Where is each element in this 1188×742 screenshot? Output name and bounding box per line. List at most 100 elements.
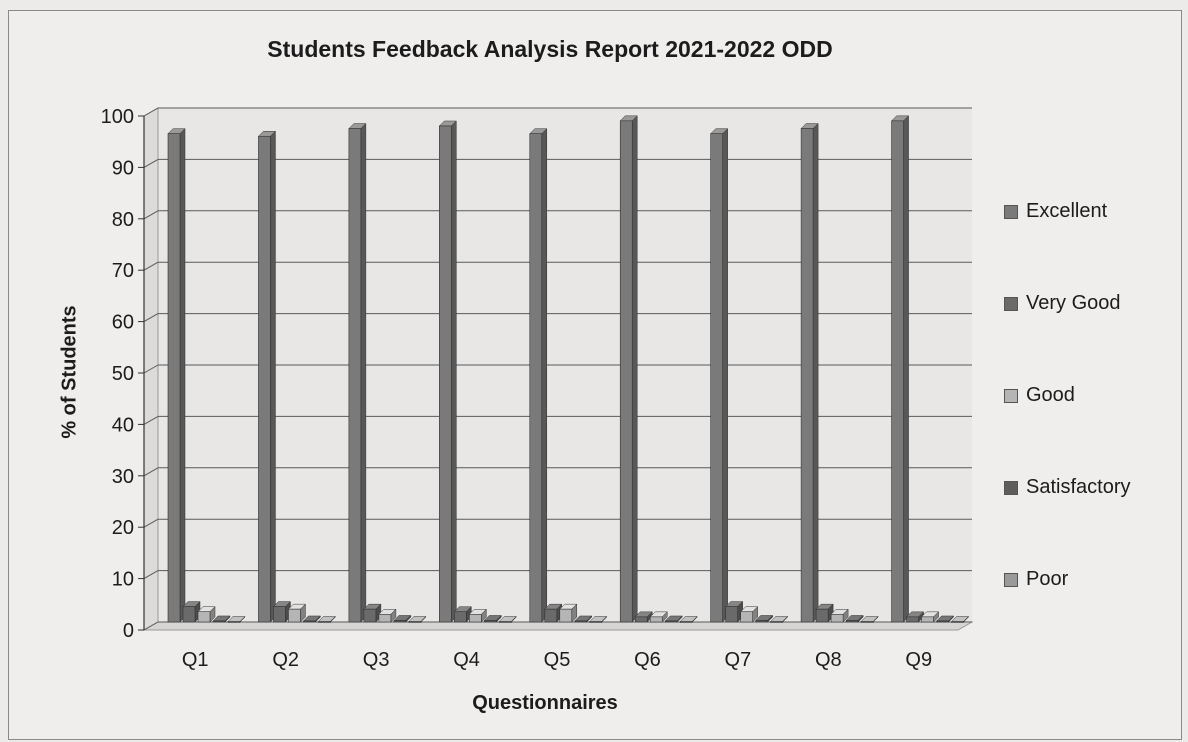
bar-side <box>722 128 728 623</box>
bar-good-q7 <box>740 611 753 623</box>
grid-line-depth <box>143 467 159 477</box>
plot-floor <box>142 621 974 631</box>
x-tick-label: Q5 <box>544 649 571 671</box>
bar-very-good-q6 <box>634 616 648 623</box>
legend-label: Good <box>1026 384 1075 406</box>
y-tick-label: 20 <box>112 517 134 539</box>
bar-satisfactory-q1 <box>212 620 226 623</box>
bar-poor-q7 <box>770 621 783 623</box>
bar-side <box>360 122 367 623</box>
bar-satisfactory-q7 <box>755 620 768 623</box>
legend-swatch <box>1004 296 1018 311</box>
bar-satisfactory-q2 <box>303 620 316 623</box>
bar-poor-q2 <box>318 621 331 623</box>
x-axis-label: Questionnaires <box>472 692 618 714</box>
bar-poor-q6 <box>679 621 693 623</box>
bar-very-good-q7 <box>725 606 738 623</box>
bar-excellent-q2 <box>258 135 271 623</box>
bar-satisfactory-q5 <box>574 620 588 623</box>
grid-line-depth <box>143 107 159 117</box>
bar-good-q6 <box>649 616 663 623</box>
legend-item-satisfactory: Satisfactory <box>1004 476 1130 499</box>
legend-item-excellent: Excellent <box>1004 200 1107 223</box>
legend-label: Excellent <box>1026 200 1108 222</box>
grid-line-depth <box>143 570 159 580</box>
grid-line-depth <box>143 313 159 323</box>
grid-line-depth <box>143 364 159 374</box>
legend-item-poor: Poor <box>1004 568 1068 591</box>
x-tick-label: Q3 <box>363 649 390 671</box>
bar-side <box>812 122 819 623</box>
bar-poor-q5 <box>589 621 603 623</box>
bar-good-q2 <box>288 608 301 623</box>
grid-line-depth <box>143 210 159 220</box>
bar-satisfactory-q4 <box>484 620 497 623</box>
bar-side <box>451 120 457 623</box>
bar-excellent-q1 <box>167 133 181 623</box>
bar-very-good-q2 <box>273 606 286 623</box>
x-tick-label: Q2 <box>272 649 299 671</box>
grid-line-depth <box>143 621 159 631</box>
y-tick-label: 80 <box>112 209 134 231</box>
legend-item-very-good: Very Good <box>1004 292 1121 315</box>
y-tick-label: 30 <box>112 466 134 488</box>
bar-side <box>541 128 548 623</box>
chart-title: Students Feedback Analysis Report 2021-2… <box>267 36 833 62</box>
bar-excellent-q9 <box>891 120 904 623</box>
legend-item-good: Good <box>1004 384 1075 407</box>
grid-line-depth <box>143 261 159 271</box>
legend-label: Poor <box>1026 568 1069 590</box>
y-tick-label: 70 <box>112 260 134 282</box>
bar-good-q8 <box>830 613 844 623</box>
grid-line-depth <box>143 415 159 425</box>
bar-very-good-q3 <box>363 608 377 623</box>
bar-poor-q1 <box>227 621 241 623</box>
bar-very-good-q9 <box>906 616 919 623</box>
bar-side <box>631 115 638 623</box>
bar-side <box>903 115 909 623</box>
bar-poor-q4 <box>499 621 512 623</box>
grid-line-depth <box>143 158 159 168</box>
bar-very-good-q8 <box>815 608 829 623</box>
bar-poor-q9 <box>951 621 964 623</box>
x-tick-label: Q6 <box>634 649 661 671</box>
bar-satisfactory-q3 <box>393 620 407 623</box>
bar-satisfactory-q9 <box>936 620 949 623</box>
bar-very-good-q4 <box>454 611 467 623</box>
bar-excellent-q8 <box>800 128 814 623</box>
bar-satisfactory-q8 <box>845 620 859 623</box>
legend-swatch <box>1004 388 1018 403</box>
bar-excellent-q5 <box>529 133 543 623</box>
bar-good-q4 <box>469 613 482 623</box>
legend-label: Satisfactory <box>1026 476 1131 498</box>
x-tick-label: Q7 <box>725 649 752 671</box>
bar-poor-q8 <box>860 621 874 623</box>
bar-poor-q3 <box>408 621 422 623</box>
y-tick-label: 0 <box>123 620 134 642</box>
legend-swatch <box>1004 480 1018 495</box>
bar-good-q5 <box>559 608 573 623</box>
y-tick-label: 50 <box>112 363 134 385</box>
x-tick-label: Q1 <box>182 649 209 671</box>
bar-excellent-q6 <box>619 120 633 623</box>
bar-side <box>270 130 276 623</box>
bar-satisfactory-q6 <box>664 620 678 623</box>
grid-line-depth <box>143 518 159 528</box>
y-tick-label: 40 <box>112 414 134 436</box>
y-tick-label: 100 <box>101 106 134 128</box>
bar-side <box>179 128 186 623</box>
x-tick-label: Q4 <box>453 649 480 671</box>
bar-good-q3 <box>378 613 392 623</box>
legend-label: Very Good <box>1026 292 1121 314</box>
bar-good-q9 <box>921 616 934 623</box>
bar-very-good-q1 <box>182 606 196 623</box>
bar-very-good-q5 <box>544 608 558 623</box>
x-tick-label: Q9 <box>905 649 932 671</box>
legend-swatch <box>1004 572 1018 587</box>
x-tick-label: Q8 <box>815 649 842 671</box>
legend-swatch <box>1004 204 1018 219</box>
bar-excellent-q7 <box>710 133 723 623</box>
y-tick-label: 90 <box>112 157 134 179</box>
bar-excellent-q4 <box>439 125 452 623</box>
